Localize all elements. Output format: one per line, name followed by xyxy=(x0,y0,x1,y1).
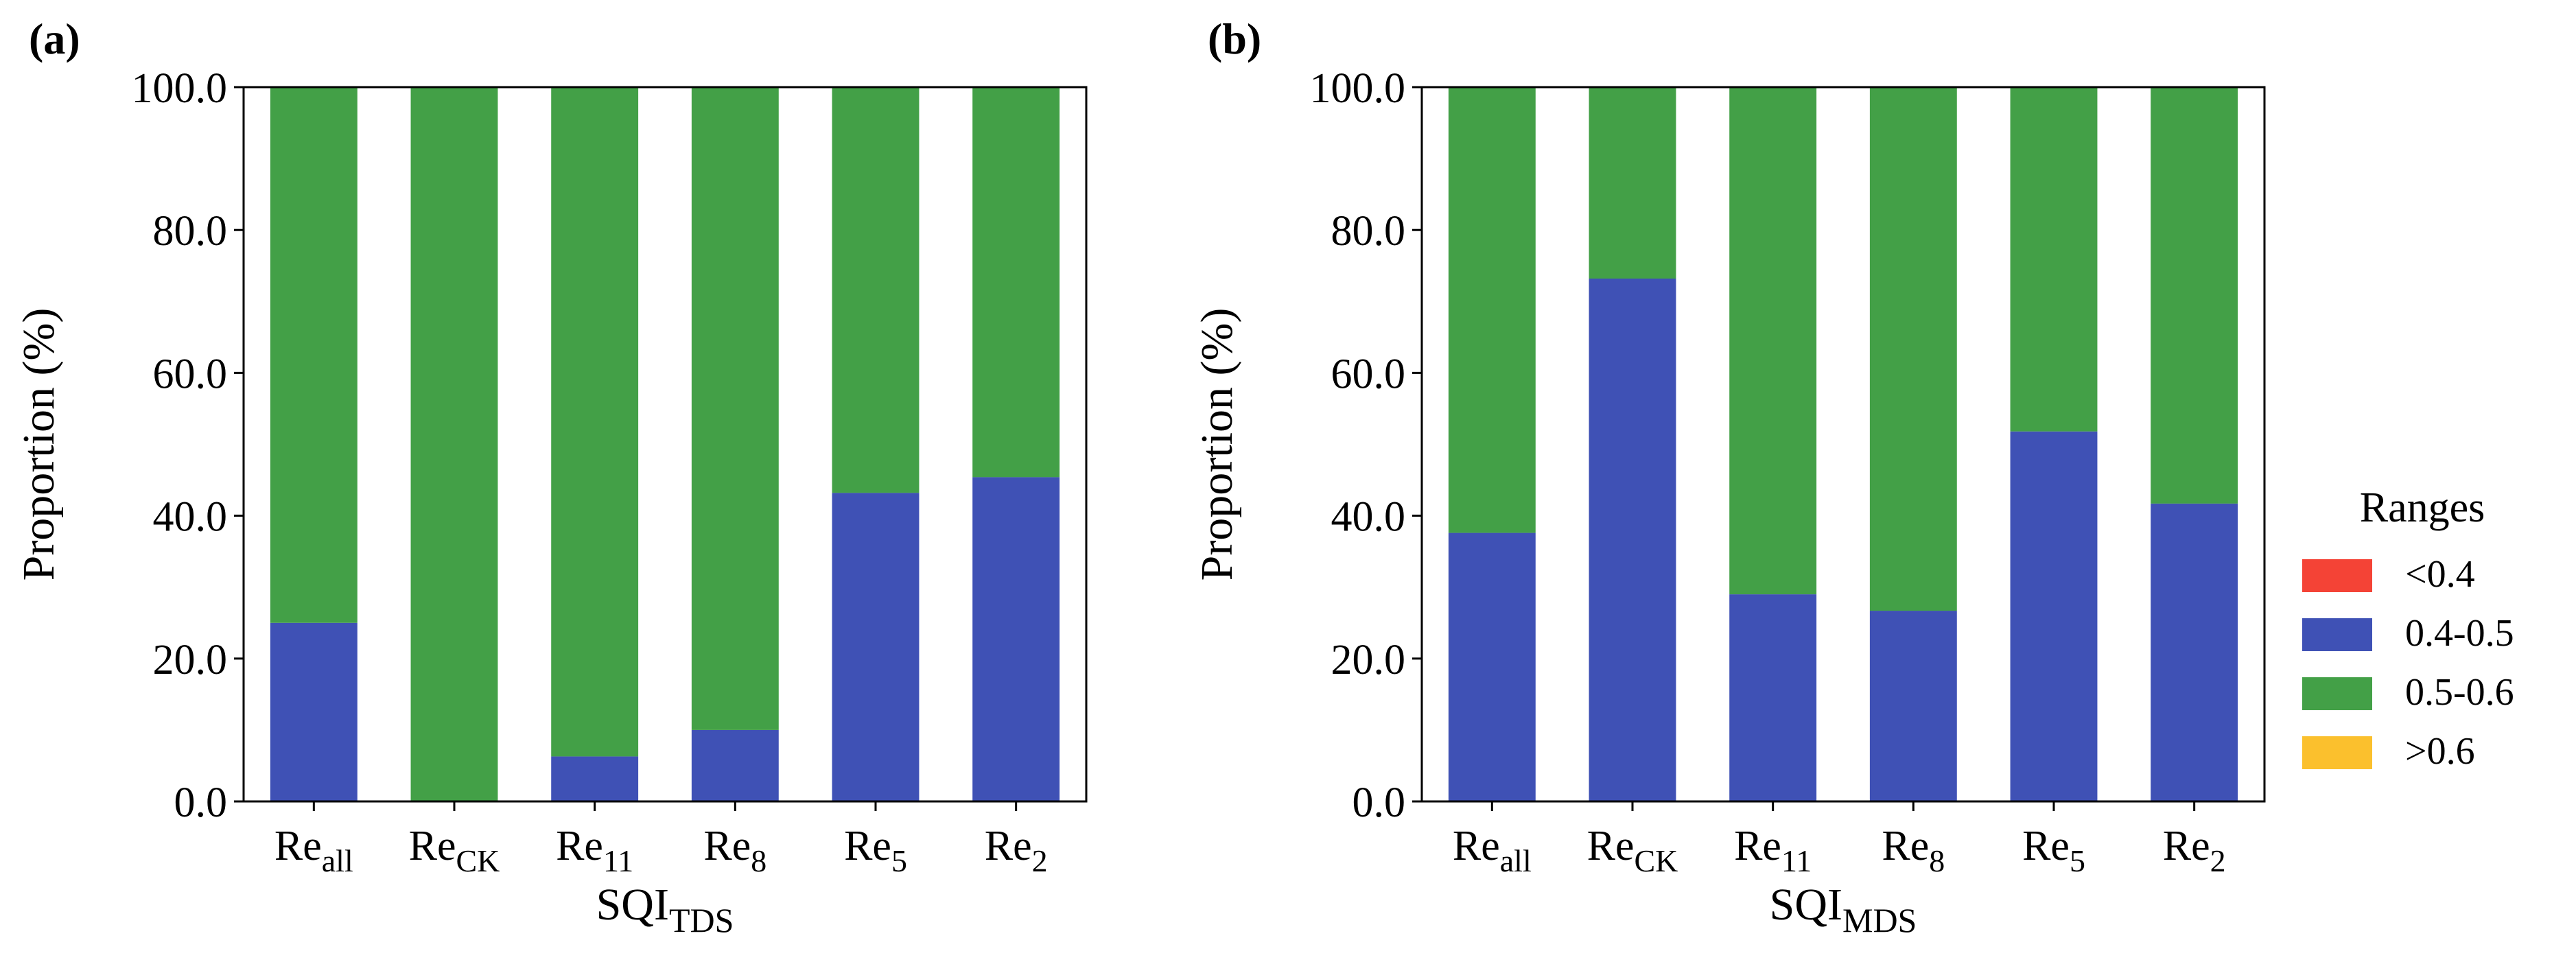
y-tick-label: 100.0 xyxy=(1310,65,1406,112)
legend-swatch xyxy=(2302,559,2372,592)
legend-swatch xyxy=(2302,618,2372,651)
bar-a-Reall-0.5-0.6 xyxy=(270,87,358,623)
y-tick-label: 0.0 xyxy=(1353,779,1406,826)
bar-a-Re2-0.4-0.5 xyxy=(972,477,1060,801)
bar-b-ReCK-0.5-0.6 xyxy=(1589,87,1676,279)
bar-a-Re5-0.4-0.5 xyxy=(832,493,920,801)
bar-a-Re2-0.5-0.6 xyxy=(972,87,1060,478)
bar-b-Re11-0.5-0.6 xyxy=(1729,87,1817,595)
y-tick-label: 40.0 xyxy=(1331,494,1406,541)
y-tick-label: 40.0 xyxy=(153,494,228,541)
bar-a-Reall-0.4-0.5 xyxy=(270,622,358,801)
x-tick-label: Re5 xyxy=(844,823,907,878)
bar-b-ReCK-0.4-0.5 xyxy=(1589,278,1676,801)
bar-b-Reall-0.5-0.6 xyxy=(1448,87,1536,533)
bar-b-Re2-0.5-0.6 xyxy=(2151,87,2238,504)
legend-label: 0.4-0.5 xyxy=(2405,612,2514,655)
bar-a-ReCK-0.5-0.6 xyxy=(410,87,498,801)
x-tick-label: Re11 xyxy=(556,823,633,878)
panel-label: (a) xyxy=(29,14,80,63)
bar-b-Re11-0.4-0.5 xyxy=(1729,594,1817,801)
y-tick-label: 100.0 xyxy=(132,65,228,112)
legend-label: >0.6 xyxy=(2405,730,2475,773)
plot-frame xyxy=(1420,86,2266,803)
y-tick-label: 60.0 xyxy=(153,351,228,397)
legend-swatch xyxy=(2302,736,2372,769)
y-tick-label: 20.0 xyxy=(1331,637,1406,683)
x-tick-label: Reall xyxy=(274,823,353,878)
y-tick-label: 60.0 xyxy=(1331,351,1406,397)
bar-b-Re5-0.5-0.6 xyxy=(2010,87,2098,432)
bar-a-Re11-0.5-0.6 xyxy=(551,87,639,757)
x-tick-label: Re8 xyxy=(703,823,766,878)
x-tick-label: Re5 xyxy=(2022,823,2085,878)
bar-b-Reall-0.4-0.5 xyxy=(1448,532,1536,801)
x-tick-label: Reall xyxy=(1453,823,1532,878)
y-tick-label: 20.0 xyxy=(153,637,228,683)
x-tick-label: ReCK xyxy=(409,823,500,878)
bar-b-Re8-0.4-0.5 xyxy=(1869,611,1957,801)
x-tick-label: Re2 xyxy=(985,823,1048,878)
y-tick-label: 80.0 xyxy=(1331,208,1406,255)
x-tick-label: Re8 xyxy=(1882,823,1945,878)
bar-a-Re8-0.5-0.6 xyxy=(691,87,779,730)
legend-label: <0.4 xyxy=(2405,553,2475,596)
x-tick-label: Re11 xyxy=(1734,823,1812,878)
bar-a-Re11-0.4-0.5 xyxy=(551,756,639,801)
y-axis-label: Proportion (%) xyxy=(14,308,64,581)
x-axis-label: SQIMDS xyxy=(1770,880,1917,939)
x-tick-label: Re2 xyxy=(2163,823,2226,878)
y-tick-label: 0.0 xyxy=(174,779,228,826)
bar-b-Re2-0.4-0.5 xyxy=(2151,503,2238,801)
x-tick-label: ReCK xyxy=(1587,823,1678,878)
legend-swatch xyxy=(2302,677,2372,710)
bar-b-Re8-0.5-0.6 xyxy=(1869,87,1957,611)
y-tick-label: 80.0 xyxy=(153,208,228,255)
plot-frame xyxy=(242,86,1088,803)
bar-a-Re8-0.4-0.5 xyxy=(691,729,779,801)
y-axis-label: Proportion (%) xyxy=(1192,308,1242,581)
legend-title: Ranges xyxy=(2360,484,2485,531)
x-axis-label: SQITDS xyxy=(596,880,734,939)
bar-a-Re5-0.5-0.6 xyxy=(832,87,920,493)
panel-label: (b) xyxy=(1208,14,1261,63)
bar-b-Re5-0.4-0.5 xyxy=(2010,431,2098,801)
legend-label: 0.5-0.6 xyxy=(2405,671,2514,714)
